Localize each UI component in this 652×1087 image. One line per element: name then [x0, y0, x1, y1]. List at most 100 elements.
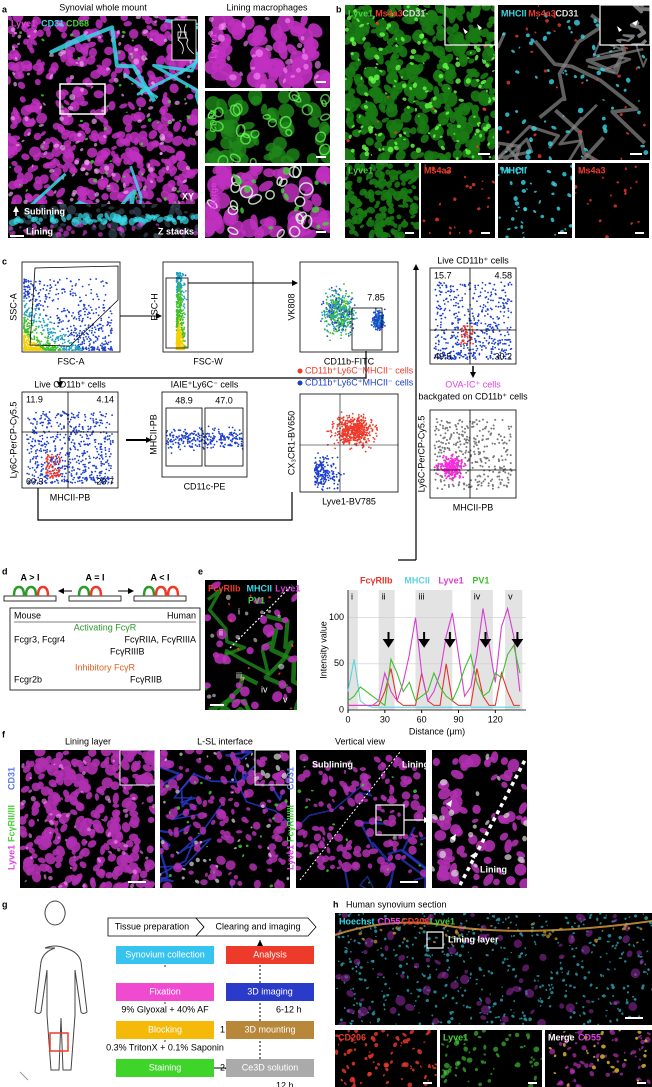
cell [71, 144, 76, 151]
event-dot [69, 280, 72, 283]
event-dot [54, 437, 57, 440]
event-dot [87, 425, 90, 428]
event-dot [23, 338, 25, 341]
event-dot [29, 319, 32, 322]
event-dot [36, 423, 38, 425]
event-dot [334, 328, 337, 330]
event-dot [371, 320, 373, 323]
event-dot [79, 325, 82, 328]
event-dot [94, 328, 97, 331]
event-dot [92, 412, 95, 415]
cell [10, 122, 18, 130]
event-dot [340, 316, 343, 319]
cell [146, 141, 155, 152]
event-dot [340, 337, 342, 340]
event-dot [52, 455, 55, 458]
event-dot [337, 318, 339, 321]
event-dot [95, 311, 98, 314]
event-dot [30, 450, 33, 453]
event-dot [337, 308, 340, 311]
cell [53, 190, 57, 194]
cell [12, 107, 19, 117]
event-dot [177, 309, 180, 312]
cell [12, 16, 24, 22]
cell [180, 16, 186, 19]
event-dot [56, 433, 59, 436]
event-dot [383, 308, 386, 311]
cell [551, 181, 556, 186]
event-dot [24, 345, 27, 348]
event-dot [61, 335, 64, 337]
event-dot [51, 474, 53, 477]
event-dot [176, 278, 179, 281]
event-dot [77, 449, 79, 451]
event-dot [23, 349, 26, 352]
event-dot [100, 454, 103, 456]
cell [93, 90, 104, 99]
event-dot [54, 445, 57, 447]
event-dot [183, 295, 185, 298]
event-dot [101, 422, 104, 425]
event-dot [54, 416, 57, 419]
event-dot [71, 458, 74, 461]
cell [86, 147, 98, 158]
event-dot [34, 300, 37, 303]
event-dot [322, 300, 325, 303]
event-dot [57, 292, 60, 295]
event-dot [42, 329, 45, 331]
event-dot [39, 304, 42, 307]
cell [77, 194, 88, 203]
event-dot [106, 343, 109, 346]
event-dot [82, 469, 85, 472]
event-dot [342, 295, 344, 297]
event-dot [329, 295, 332, 298]
event-dot [377, 316, 380, 319]
cell [18, 178, 29, 185]
event-dot [181, 348, 184, 351]
cell [140, 124, 147, 129]
event-dot [85, 479, 88, 482]
event-dot [36, 420, 38, 423]
event-dot [179, 295, 182, 298]
cell [490, 110, 495, 119]
event-dot [80, 440, 83, 443]
event-dot [343, 324, 346, 327]
event-dot [60, 428, 63, 430]
event-dot [347, 332, 350, 335]
event-dot [63, 478, 66, 481]
cell [159, 141, 165, 145]
label: Lyve1 [348, 165, 373, 175]
event-dot [74, 347, 77, 350]
event-dot [48, 333, 50, 336]
event-dot [109, 340, 112, 343]
event-dot [35, 289, 37, 292]
event-dot [72, 416, 75, 419]
event-dot [56, 453, 59, 456]
event-dot [72, 294, 74, 297]
cell [147, 163, 151, 169]
event-dot [81, 471, 84, 474]
event-dot [49, 284, 52, 286]
event-dot [338, 297, 341, 300]
event-dot [24, 280, 27, 283]
event-dot [348, 307, 351, 310]
event-dot [80, 473, 83, 476]
event-dot [335, 330, 338, 333]
event-dot [69, 461, 72, 464]
label: Ms4a3 [528, 8, 556, 18]
event-dot [337, 324, 339, 327]
event-dot [56, 436, 59, 439]
cell [135, 16, 142, 20]
cell [133, 48, 139, 52]
event-dot [73, 442, 76, 445]
event-dot [78, 475, 81, 478]
label: Lyve1 [11, 18, 36, 28]
cell [122, 168, 132, 176]
event-dot [37, 339, 40, 342]
event-dot [81, 342, 84, 344]
event-dot [373, 318, 376, 321]
cell [178, 184, 189, 193]
event-dot [87, 304, 90, 307]
cell [149, 171, 158, 179]
event-dot [328, 309, 330, 312]
